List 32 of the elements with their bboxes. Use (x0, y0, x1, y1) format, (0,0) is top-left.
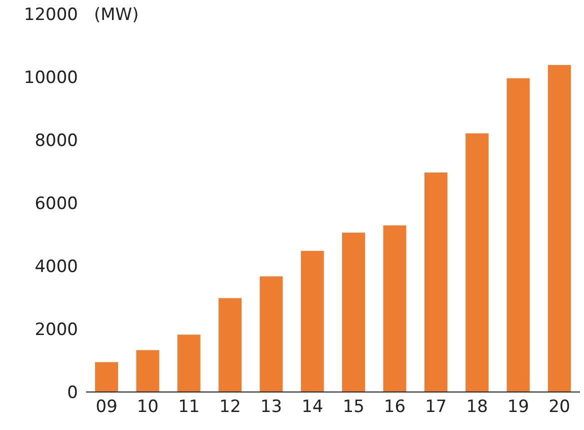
bar (218, 298, 242, 392)
bar (136, 350, 160, 392)
y-tick-label: 12000 (24, 5, 78, 26)
x-tick-label: 16 (384, 397, 406, 418)
x-tick-label: 11 (178, 397, 200, 418)
bar (177, 334, 200, 392)
bar (424, 172, 448, 392)
x-tick-label: 14 (302, 397, 324, 418)
bar (95, 362, 118, 392)
x-tick-label: 17 (425, 397, 447, 418)
bar (300, 250, 324, 392)
bar (383, 225, 406, 392)
bar (548, 65, 571, 392)
x-tick-label: 09 (96, 397, 118, 418)
x-tick-label: 13 (260, 397, 282, 418)
y-tick-label: 2000 (34, 320, 78, 340)
x-tick-label: 18 (466, 397, 488, 418)
x-tick-label: 12 (219, 397, 241, 418)
y-axis-title: (MW) (94, 5, 139, 25)
x-tick-label: 15 (342, 397, 364, 418)
x-tick-label: 10 (136, 397, 159, 418)
x-tick-label: 20 (548, 397, 570, 418)
y-tick-label: 6000 (34, 194, 78, 214)
y-tick-label: 4000 (34, 257, 78, 278)
y-tick-label: 8000 (34, 131, 78, 152)
bar (466, 133, 489, 392)
x-tick-label: 19 (507, 397, 530, 418)
bar (506, 78, 530, 392)
bar (260, 276, 283, 392)
y-tick-label: 0 (67, 383, 78, 404)
y-tick-label: 10000 (24, 68, 78, 88)
bar (342, 232, 366, 392)
